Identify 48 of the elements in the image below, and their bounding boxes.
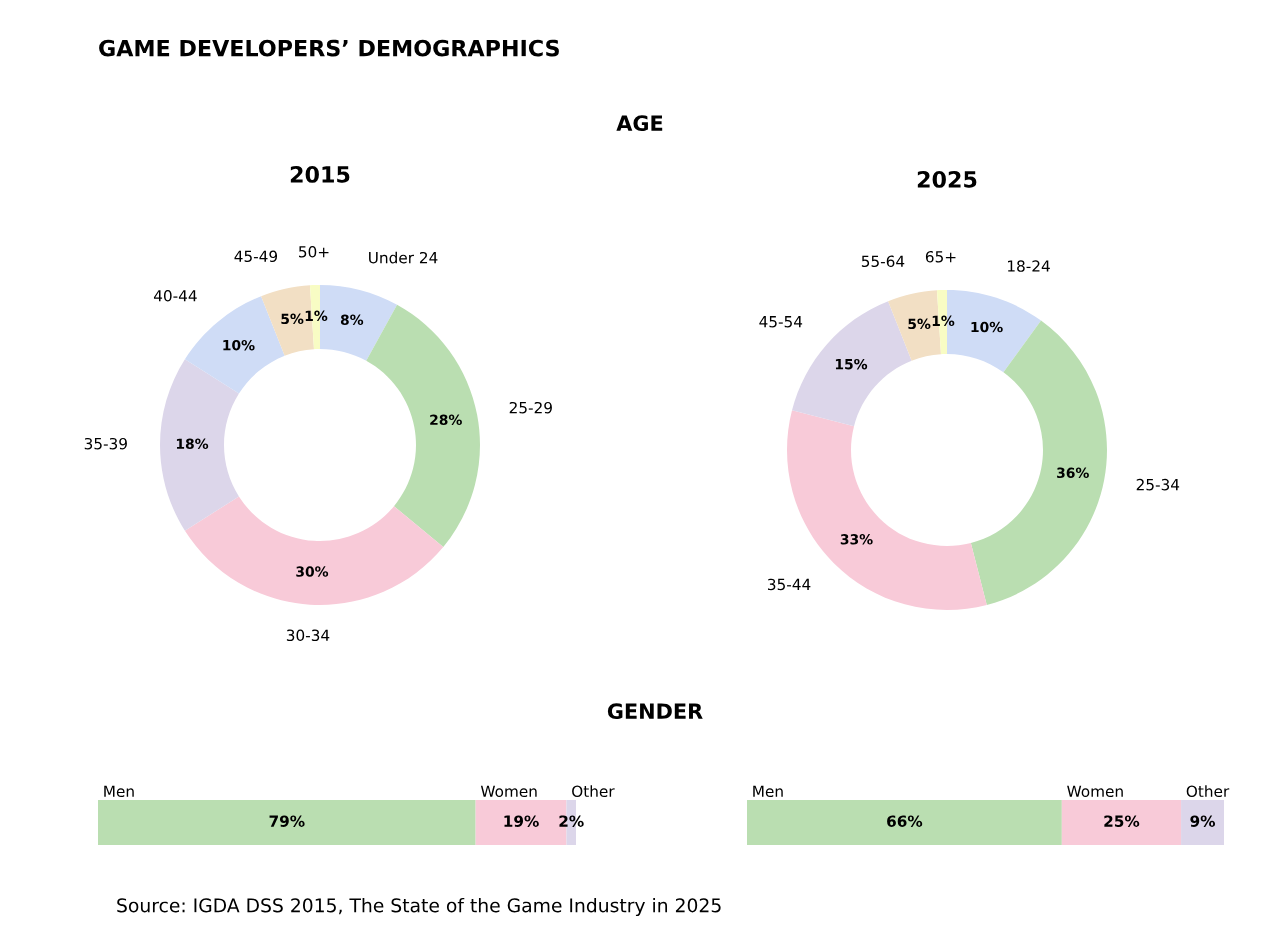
slice-label: 25-34 xyxy=(1136,478,1180,491)
slice-label: Under 24 xyxy=(369,251,438,264)
slice-label: 35-39 xyxy=(84,437,127,450)
data-label: 5% xyxy=(908,318,931,330)
data-label: 2% xyxy=(559,815,584,827)
data-label: 19% xyxy=(504,815,539,827)
series-label: Other xyxy=(572,785,615,798)
chart-title: 2025 xyxy=(917,171,977,188)
data-label: 8% xyxy=(340,314,364,326)
data-label: 30% xyxy=(296,566,329,577)
donut-slice xyxy=(366,304,480,547)
slice-label: 18-24 xyxy=(1008,260,1050,272)
data-label: 5% xyxy=(281,313,304,325)
data-label: 18% xyxy=(176,438,209,450)
chart-title: 2015 xyxy=(290,166,350,183)
data-label: 79% xyxy=(269,815,305,827)
data-label: 33% xyxy=(840,534,873,545)
slice-label: 25-29 xyxy=(509,401,552,414)
data-label: 15% xyxy=(835,358,868,370)
data-label: 28% xyxy=(430,414,462,426)
text: AGE xyxy=(616,115,663,132)
text: GAME DEVELOPERS’ DEMOGRAPHICS xyxy=(99,39,559,57)
slice-label: 45-54 xyxy=(759,316,803,328)
donut-slice xyxy=(184,496,444,605)
text: GENDER xyxy=(607,703,703,720)
data-label: 25% xyxy=(1104,815,1140,827)
source-note: Source: IGDA DSS 2015, The State of the Game Industry in 2025 xyxy=(117,897,721,917)
slice-label: 45-49 xyxy=(234,250,278,263)
series-label: Men xyxy=(104,785,134,798)
data-label: 1% xyxy=(305,310,328,322)
data-label: 10% xyxy=(223,339,255,351)
data-label: 9% xyxy=(1190,815,1216,827)
donut-slice xyxy=(970,320,1107,605)
slice-label: 55-64 xyxy=(861,255,905,268)
data-label: 1% xyxy=(932,315,955,327)
series-label: Men xyxy=(753,785,783,798)
slice-label: 30-34 xyxy=(286,629,330,642)
series-label: Other xyxy=(1186,785,1230,798)
series-label: Women xyxy=(480,785,537,798)
slice-label: 50+ xyxy=(299,245,329,258)
series-label: Women xyxy=(1067,785,1123,798)
data-label: 36% xyxy=(1057,467,1089,479)
slice-label: 35-44 xyxy=(768,578,811,591)
slice-label: 40-44 xyxy=(153,289,197,302)
data-label: 66% xyxy=(887,815,923,827)
donut-slice xyxy=(160,359,239,531)
slice-label: 65+ xyxy=(925,250,956,263)
data-label: 10% xyxy=(971,321,1003,333)
